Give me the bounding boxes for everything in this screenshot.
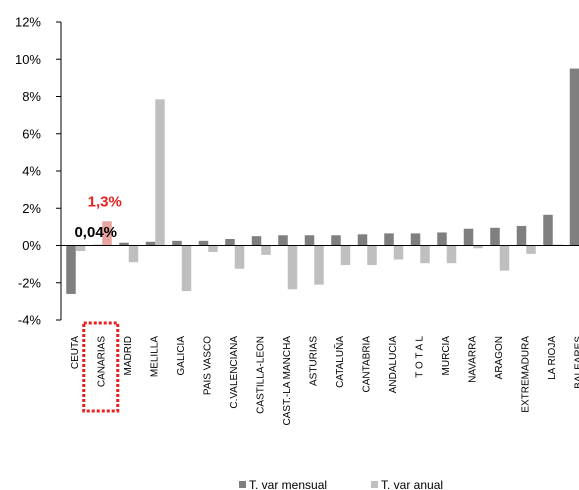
y-tick-label: 0%	[22, 238, 41, 253]
x-tick-label-c-valenciana: C.VALENCIANA	[229, 336, 240, 409]
bar-t-var-mensual-murcia	[437, 232, 447, 246]
bar-t-var-anual-asturias	[314, 245, 324, 285]
bar-t-var-anual-c-valenciana	[234, 245, 245, 269]
y-tick-label: 2%	[22, 201, 41, 216]
bar-t-var-mensual-andalucia	[384, 233, 394, 246]
bar-t-var-mensual-la-rioja	[543, 214, 553, 246]
bar-t-var-anual-cast-la-mancha	[287, 245, 298, 290]
bar-t-var-mensual-melilla	[145, 241, 156, 246]
legend-swatch-t-var-anual	[371, 481, 378, 488]
bar-t-var-anual-castilla-leon	[261, 245, 271, 255]
category-labels: CEUTA CANARIAS MADRID MELILLA GALICIA PAIS VA…	[70, 336, 579, 426]
x-tick-label-galicia: GALICIA	[176, 336, 187, 376]
bar-t-var-mensual-navarra	[463, 228, 474, 246]
bar-t-var-mensual-extremadura	[516, 225, 527, 246]
x-tick-label-castilla-leon: CASTILLA-LEON	[255, 336, 266, 414]
bar-t-var-mensual-pais-vasco	[198, 240, 209, 246]
y-tick-label: 8%	[22, 89, 41, 104]
bar-t-var-anual-extremadura	[526, 245, 536, 254]
x-tick-label-cast-la-mancha: CAST.-LA MANCHA	[282, 336, 293, 426]
legend-label-t-var-anual: T. var anual	[381, 478, 443, 490]
bar-t-var-mensual-castilla-leon	[251, 236, 262, 246]
y-tick-label: 10%	[15, 52, 41, 67]
y-tick-label: -4%	[18, 313, 42, 328]
x-tick-label-murcia: MURCIA	[441, 336, 452, 376]
x-tick-label-canarias: CANARIAS	[96, 336, 107, 387]
bar-t-var-anual-t-o-t-a-l	[420, 245, 430, 264]
y-axis: -4% -2% 0% 2% 4% 6% 8% 10% 12%	[15, 15, 62, 328]
bar-t-var-mensual-ceuta	[66, 245, 76, 294]
bar-t-var-anual-murcia	[446, 245, 457, 264]
x-tick-label-cantabria: CANTABRIA	[361, 336, 372, 393]
x-tick-label-madrid: MADRID	[123, 336, 134, 375]
x-tick-label-aragon: ARAGON	[494, 336, 505, 379]
bar-t-var-mensual-c-valenciana	[225, 238, 235, 246]
x-tick-label-asturias: ASTURIAS	[308, 336, 319, 386]
annotation-label: 0,04%	[74, 224, 117, 241]
bar-t-var-anual-galicia	[181, 245, 192, 292]
highlight-box	[82, 321, 120, 413]
annotations: 1,3% 0,04%	[74, 193, 122, 413]
x-tick-label-navarra: NAVARRA	[467, 336, 478, 383]
bar-t-var-anual-navarra	[473, 245, 483, 249]
bar-t-var-anual-canarias	[102, 221, 112, 246]
bar-t-var-mensual-t-o-t-a-l	[410, 233, 421, 246]
legend-label-t-var-mensual: T. var mensual	[249, 478, 327, 490]
bar-t-var-anual-pais-vasco	[208, 245, 218, 253]
legend-swatch-t-var-mensual	[239, 481, 246, 488]
x-tick-label-ceuta: CEUTA	[70, 336, 81, 369]
x-tick-label-baleares: BALEARES	[573, 336, 579, 389]
x-tick-label-t-o-t-a-l: T O T A L	[414, 336, 425, 378]
bar-t-var-mensual-cast-la-mancha	[278, 235, 288, 246]
bar-t-var-anual-aragon	[499, 245, 510, 271]
bar-t-var-anual-melilla	[155, 99, 165, 246]
x-tick-label-andalucia: ANDALUCIA	[388, 336, 399, 394]
bar-t-var-anual-cantabria	[367, 245, 377, 266]
y-tick-label: 12%	[15, 15, 41, 30]
bar-t-var-mensual-aragon	[490, 227, 500, 246]
bar-t-var-anual-andalucia	[393, 245, 404, 260]
bar-t-var-mensual-asturias	[304, 235, 315, 246]
bars	[66, 68, 579, 294]
bar-t-var-anual-ceuta	[75, 245, 86, 252]
x-tick-label-pais-vasco: PAIS VASCO	[202, 336, 213, 395]
legend: T. var mensual T. var anual	[239, 478, 443, 490]
x-tick-label-la-rioja: LA RIOJA	[547, 336, 558, 380]
bar-t-var-mensual-galicia	[172, 240, 182, 246]
y-tick-label: 6%	[22, 126, 41, 141]
bar-t-var-mensual-cantabria	[357, 234, 368, 246]
x-tick-label-cataluna: CATALUÑA	[333, 336, 346, 388]
bar-t-var-anual-madrid	[128, 245, 139, 263]
x-tick-label-melilla: MELILLA	[149, 336, 160, 377]
y-tick-label: 4%	[22, 164, 41, 179]
x-tick-label-extremadura: EXTREMADURA	[520, 336, 531, 413]
bar-t-var-mensual-cataluna	[331, 235, 341, 246]
y-tick-label: -2%	[18, 275, 42, 290]
bar-t-var-mensual-baleares	[569, 68, 579, 246]
bar-t-var-anual-cataluna	[340, 245, 351, 266]
annotation-label: 1,3%	[88, 193, 122, 210]
bar-t-var-mensual-madrid	[119, 242, 129, 246]
